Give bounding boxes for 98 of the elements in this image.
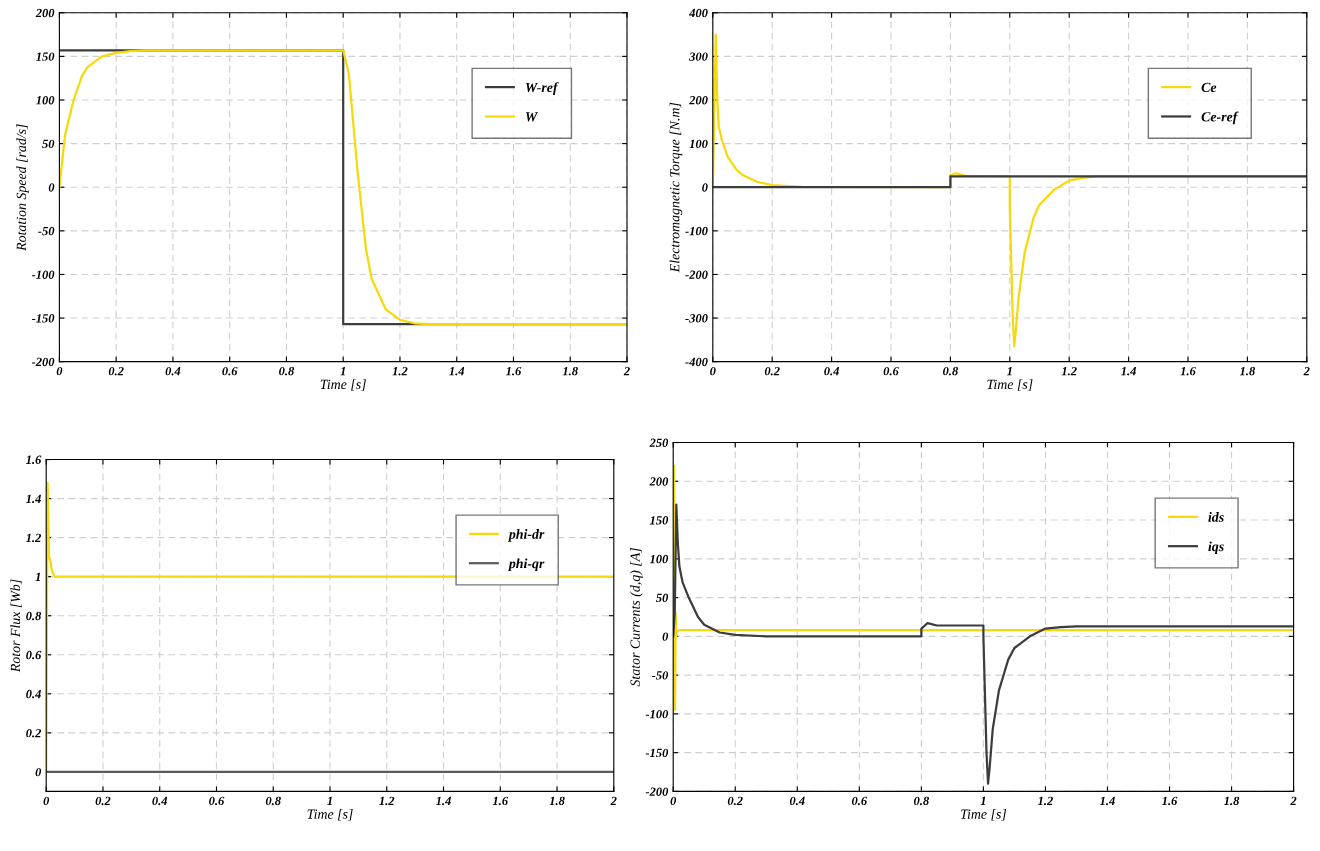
x-tick-label: 1 [980,796,986,805]
legend-label: Ce [1201,82,1217,93]
x-tick-label: 0.8 [913,796,929,806]
y-tick-label: 100 [36,96,55,105]
line-series [673,464,1294,712]
x-tick-label: 0.8 [265,796,281,806]
x-tick-label: 1.4 [449,366,465,376]
x-tick-label: 0 [710,366,716,376]
x-tick-label: 1 [340,366,346,376]
x-tick-label: 1.2 [1037,796,1053,806]
y-tick-label: -100 [685,226,708,236]
x-tick-label: 0.6 [209,796,225,806]
y-axis-title: Rotor Flux [Wb] [10,579,22,673]
y-tick-label: -50 [38,226,55,236]
x-tick-label: 2 [623,366,630,376]
legend-label: phi-dr [507,529,545,542]
y-tick-label: -100 [31,270,55,279]
x-tick-label: 1.4 [436,796,451,806]
y-tick-label: -200 [31,357,55,367]
x-tick-label: 2 [610,796,617,805]
x-tick-label: 2 [1290,796,1297,805]
y-tick-label: -200 [685,270,708,279]
y-tick-label: 1.4 [26,494,41,504]
x-axis-title: Time [s] [987,379,1033,391]
y-tick-label: 100 [649,554,669,564]
y-tick-label: -150 [645,748,669,758]
x-tick-label: 1.6 [492,796,509,806]
y-axis-title: Stator Currents (d,q) [A] [630,548,643,687]
y-tick-label: 1 [35,572,41,582]
y-tick-label: 200 [689,96,708,105]
x-tick-label: 1.4 [1121,366,1137,376]
legend-label: W [525,112,539,122]
x-tick-label: 1.6 [505,366,522,376]
x-tick-label: 1.2 [392,366,408,376]
y-tick-label: 200 [35,8,55,18]
x-axis-title: Time [s] [960,809,1007,821]
y-tick-label: 0 [702,183,708,192]
y-tick-label: 150 [36,52,55,61]
x-tick-label: 0.2 [727,796,743,806]
y-tick-label: -300 [685,314,708,323]
x-tick-label: 2 [1303,366,1310,376]
legend-label: ids [1208,512,1224,522]
y-tick-label: -50 [651,671,669,680]
y-tick-label: -200 [645,787,669,796]
x-tick-label: 0.2 [108,366,124,376]
legend-label: iqs [1208,541,1224,554]
x-tick-label: 1.6 [1162,796,1178,806]
x-tick-label: 0.6 [222,366,238,376]
y-tick-label: -150 [31,314,55,323]
x-tick-label: 0.2 [95,796,111,806]
y-tick-label: 50 [42,139,55,149]
y-tick-label: 0.6 [26,650,42,660]
y-tick-label: 1.6 [26,455,42,465]
y-tick-label: 0.4 [26,689,41,699]
x-axis-title: Time [s] [307,809,353,821]
x-axis-title: Time [s] [320,379,366,391]
y-tick-label: 200 [649,477,669,486]
x-tick-label: 1.8 [549,796,565,806]
y-tick-label: -400 [685,357,708,367]
x-tick-label: 1.8 [1239,366,1256,376]
y-tick-label: 400 [688,8,708,18]
x-tick-label: 1.4 [1099,796,1115,806]
x-tick-label: 0 [56,366,63,376]
y-tick-label: 0 [35,767,42,777]
line-series [673,503,1294,785]
y-tick-label: 0 [48,183,55,192]
y-tick-label: 250 [649,438,669,447]
x-tick-label: 1.2 [1061,366,1077,376]
x-tick-label: 0.6 [883,366,899,376]
x-tick-label: 1 [1006,366,1012,376]
y-axis-title: Rotation Speed [rad/s] [16,124,29,251]
y-tick-label: 150 [649,516,669,525]
x-tick-label: 1 [327,796,332,805]
y-axis-title: Electromagnetic Torque [N.m] [669,102,683,273]
x-tick-label: 1.8 [1224,796,1240,806]
x-tick-label: 1.8 [562,366,578,376]
x-tick-label: 0.8 [279,366,295,376]
y-tick-label: 50 [655,593,669,603]
y-tick-label: 300 [689,52,708,61]
legend-label: Ce-ref [1201,111,1239,125]
y-tick-label: 1.2 [26,533,42,543]
x-tick-label: 0.4 [165,366,181,376]
y-tick-label: 100 [689,139,708,149]
y-tick-label: -100 [645,709,669,719]
y-tick-label: 0.8 [26,611,42,621]
y-tick-label: 0.2 [26,728,42,738]
x-tick-label: 1.6 [1180,366,1196,376]
y-tick-label: 0 [662,632,669,641]
x-tick-label: 0.6 [851,796,868,806]
x-tick-label: 0.4 [789,796,805,806]
x-tick-label: 0.4 [152,796,168,806]
x-tick-label: 0.8 [943,366,959,376]
x-tick-label: 0.4 [824,366,840,376]
x-tick-label: 0 [670,796,677,806]
x-tick-label: 1.2 [379,796,395,806]
legend-label: W-ref [525,82,559,95]
x-tick-label: 0.2 [764,366,780,376]
legend-label: phi-qr [507,558,545,572]
